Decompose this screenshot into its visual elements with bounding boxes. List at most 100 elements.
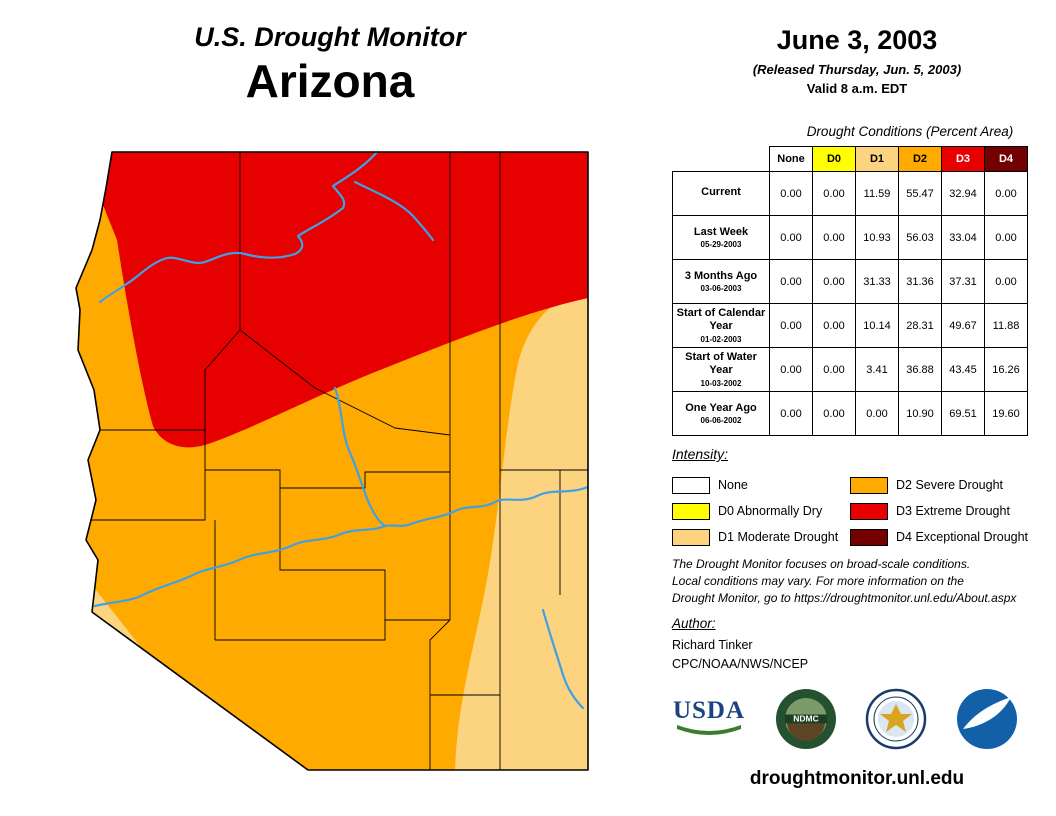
valid-time: Valid 8 a.m. EDT <box>806 81 908 96</box>
gila-river-lower <box>93 524 387 608</box>
conditions-table-title: Drought Conditions (Percent Area) <box>806 124 1014 139</box>
row-label: Last Week 05-29-2003 <box>672 215 770 260</box>
legend-grid: None D0 Abnormally Dry D1 Moderate Droug… <box>672 472 1050 550</box>
table-row: Current 0.00 0.00 11.59 55.47 32.94 0.00 <box>672 171 1028 216</box>
agency-logos: USDA NDMC <box>672 688 1018 750</box>
value-cell: 0.00 <box>812 303 856 348</box>
row-label-date: 06-06-2002 <box>700 416 742 426</box>
row-label: Current <box>672 171 770 216</box>
value-cell: 0.00 <box>769 215 813 260</box>
row-label-text: Last Week <box>693 225 749 238</box>
value-cell: 43.45 <box>941 347 985 392</box>
value-cell: 10.90 <box>898 391 942 436</box>
value-cell: 19.60 <box>984 391 1028 436</box>
row-label-text: Start of Water Year <box>685 351 757 376</box>
value-cell: 0.00 <box>769 171 813 216</box>
legend-item-d3: D3 Extreme Drought <box>850 498 1050 524</box>
value-cell: 28.31 <box>898 303 942 348</box>
drought-monitor-url: droughtmonitor.unl.edu <box>749 768 965 789</box>
legend-title: Intensity: <box>672 446 729 462</box>
value-cell: 31.33 <box>855 259 899 304</box>
state-outline <box>75 151 589 771</box>
usda-wordmark: USDA <box>672 696 746 724</box>
value-cell: 0.00 <box>769 259 813 304</box>
date-block: June 3, 2003 (Released Thursday, Jun. 5,… <box>672 25 1042 96</box>
value-cell: 49.67 <box>941 303 985 348</box>
region-d3-extreme <box>93 152 588 448</box>
disclaimer-line: The Drought Monitor focuses on broad-sca… <box>672 557 971 571</box>
none-swatch <box>672 476 710 494</box>
value-cell: 3.41 <box>855 347 899 392</box>
county-boundaries <box>88 152 588 770</box>
value-cell: 0.00 <box>769 347 813 392</box>
san-pedro-river <box>541 608 585 710</box>
page-title: U.S. Drought Monitor <box>194 22 466 52</box>
legend-label: D0 Abnormally Dry <box>718 504 823 518</box>
commerce-seal-logo-icon <box>866 688 927 750</box>
gila-river-upper <box>383 485 588 528</box>
author-heading: Author: <box>672 616 716 631</box>
legend-item-d4: D4 Exceptional Drought <box>850 524 1050 550</box>
ndmc-wordmark: NDMC <box>793 714 819 724</box>
column-header-d1: D1 <box>855 146 899 172</box>
info-panel: June 3, 2003 (Released Thursday, Jun. 5,… <box>660 0 1056 816</box>
table-row: 3 Months Ago 03-06-2003 0.00 0.00 31.33 3… <box>672 259 1028 304</box>
value-cell: 11.88 <box>984 303 1028 348</box>
column-header-none: None <box>769 146 813 172</box>
d2-swatch <box>850 476 888 494</box>
d3-swatch <box>850 502 888 520</box>
row-label-date: 10-03-2002 <box>700 378 742 388</box>
value-cell: 55.47 <box>898 171 942 216</box>
disclaimer-line: Drought Monitor, go to https://droughtmo… <box>672 590 1017 605</box>
row-label-date: 01-02-2003 <box>700 334 742 344</box>
author-block: Author: Richard Tinker CPC/NOAA/NWS/NCEP <box>672 616 808 671</box>
value-cell: 37.31 <box>941 259 985 304</box>
map-date: June 3, 2003 <box>776 25 938 55</box>
table-row: One Year Ago 06-06-2002 0.00 0.00 0.00 10… <box>672 391 1028 436</box>
row-label: 3 Months Ago 03-06-2003 <box>672 259 770 304</box>
row-label-text: Start of Calendar Year <box>676 307 766 332</box>
column-header-d4: D4 <box>984 146 1028 172</box>
row-label: Start of Water Year 10-03-2002 <box>672 347 770 392</box>
verde-river <box>333 386 387 528</box>
d1-swatch <box>672 528 710 546</box>
legend-item-d0: D0 Abnormally Dry <box>672 498 850 524</box>
value-cell: 0.00 <box>984 259 1028 304</box>
noaa-logo-icon <box>956 689 1017 749</box>
value-cell: 31.36 <box>898 259 942 304</box>
value-cell: 10.14 <box>855 303 899 348</box>
colorado-river <box>98 152 379 304</box>
region-d1-moderate-east <box>455 286 588 770</box>
legend-label: D4 Exceptional Drought <box>896 530 1029 544</box>
d0-swatch <box>672 502 710 520</box>
value-cell: 69.51 <box>941 391 985 436</box>
legend-item-d2: D2 Severe Drought <box>850 472 1050 498</box>
column-header-d0: D0 <box>812 146 856 172</box>
legend-item-none: None <box>672 472 850 498</box>
row-label: Start of Calendar Year 01-02-2003 <box>672 303 770 348</box>
value-cell: 0.00 <box>984 171 1028 216</box>
row-label: One Year Ago 06-06-2002 <box>672 391 770 436</box>
table-corner-cell <box>672 146 770 172</box>
column-header-d2: D2 <box>898 146 942 172</box>
arizona-drought-map <box>75 151 589 771</box>
drought-conditions-table: None D0 D1 D2 D3 D4 Current 0.00 0.00 11… <box>672 146 1028 436</box>
table-header-row: None D0 D1 D2 D3 D4 <box>672 146 1028 172</box>
row-label-text: Current <box>701 186 741 199</box>
legend-label: D3 Extreme Drought <box>896 504 1010 518</box>
state-title: Arizona <box>245 55 415 107</box>
row-label-date: 05-29-2003 <box>700 240 742 250</box>
value-cell: 0.00 <box>812 391 856 436</box>
table-row: Start of Calendar Year 01-02-2003 0.00 0.… <box>672 303 1028 348</box>
table-row: Start of Water Year 10-03-2002 0.00 0.00 … <box>672 347 1028 392</box>
value-cell: 0.00 <box>855 391 899 436</box>
disclaimer: The Drought Monitor focuses on broad-sca… <box>672 556 1016 606</box>
value-cell: 0.00 <box>812 259 856 304</box>
author-org: CPC/NOAA/NWS/NCEP <box>672 657 809 671</box>
value-cell: 32.94 <box>941 171 985 216</box>
release-date: (Released Thursday, Jun. 5, 2003) <box>752 62 962 77</box>
legend-label: None <box>718 478 748 492</box>
value-cell: 10.93 <box>855 215 899 260</box>
value-cell: 36.88 <box>898 347 942 392</box>
column-header-d3: D3 <box>941 146 985 172</box>
